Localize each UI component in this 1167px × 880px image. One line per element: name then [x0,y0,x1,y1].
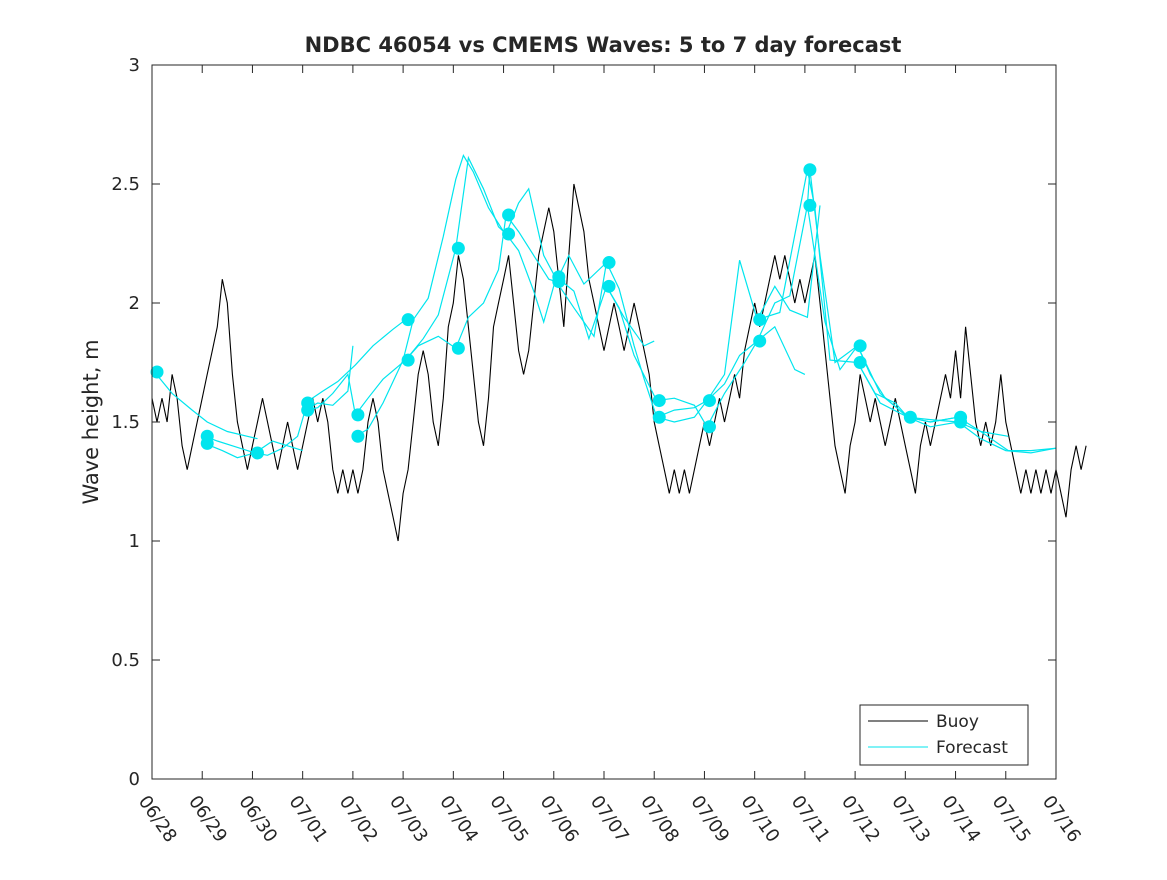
legend-label-buoy: Buoy [936,712,979,732]
series-layer [150,153,1087,542]
forecast-marker [351,408,365,422]
y-tick-label: 0.5 [111,650,140,671]
forecast-marker [401,353,415,367]
forecast-marker [451,341,465,355]
y-tick-label: 2.5 [111,174,140,195]
forecast-marker [451,241,465,255]
forecast-line [505,233,655,347]
forecast-line [204,435,256,454]
forecast-line [907,416,1057,452]
buoy-line [151,183,1087,542]
forecast-marker [803,198,817,212]
forecast-marker [602,256,616,270]
forecast-marker [753,313,767,327]
forecast-marker [502,208,516,222]
y-tick-label: 0 [129,769,140,790]
legend: Buoy Forecast [859,704,1029,766]
forecast-marker [250,446,264,460]
forecast-line [154,371,258,440]
forecast-line [706,169,909,428]
y-tick-label: 1 [129,531,140,552]
forecast-marker [602,279,616,293]
y-axis: 0 0.5 1 1.5 2 2.5 3 [111,55,1056,790]
forecast-marker [502,227,516,241]
forecast-line [355,153,505,437]
forecast-marker [351,429,365,443]
axes-background [152,65,1056,779]
forecast-line [706,205,821,401]
forecast-line [806,205,1009,437]
legend-label-forecast: Forecast [936,738,1008,758]
forecast-marker [702,420,716,434]
forecast-marker [903,410,917,424]
legend-box [859,704,1029,766]
y-tick-label: 2 [129,293,140,314]
forecast-marker [853,339,867,353]
y-tick-label: 3 [129,55,140,76]
forecast-marker [702,394,716,408]
forecast-marker [753,334,767,348]
forecast-marker [803,163,817,177]
chart-title: NDBC 46054 vs CMEMS Waves: 5 to 7 day fo… [305,33,902,57]
forecast-line [656,325,806,423]
forecast-line [455,213,607,349]
plot-area [150,64,1087,780]
forecast-marker [652,394,666,408]
forecast-marker [150,365,164,379]
y-tick-label: 1.5 [111,412,140,433]
y-axis-label: Wave height, m [79,339,103,504]
forecast-marker [652,410,666,424]
forecast-line [555,260,708,418]
forecast-marker [552,275,566,289]
forecast-marker [301,403,315,417]
forecast-marker [954,415,968,429]
forecast-line [405,155,557,361]
forecast-marker [200,436,214,450]
forecast-marker [853,356,867,369]
forecast-line [305,335,457,417]
forecast-line [304,319,406,404]
forecast-marker [401,313,415,327]
